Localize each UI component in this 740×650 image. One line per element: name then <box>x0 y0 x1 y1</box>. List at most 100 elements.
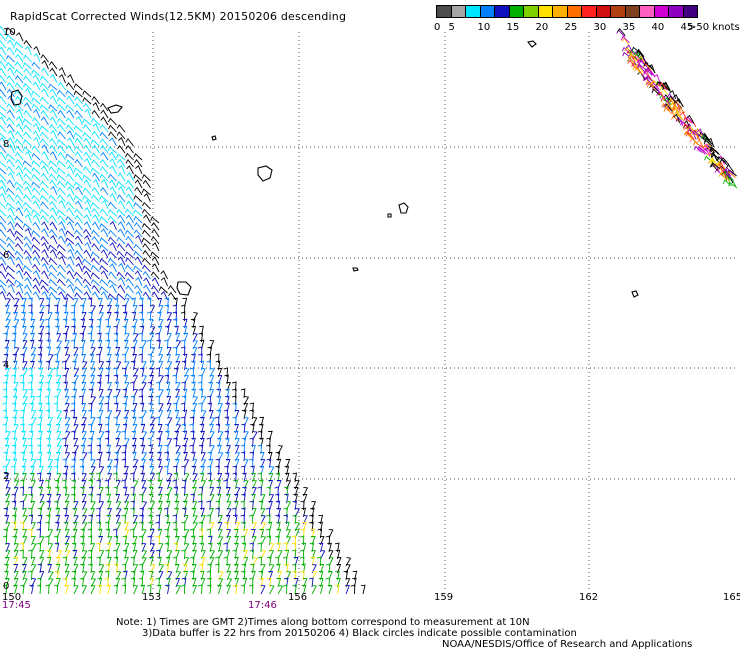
wind-barb <box>40 256 49 266</box>
wind-barb <box>209 416 216 427</box>
wind-barb <box>22 493 28 504</box>
wind-barb <box>157 479 163 490</box>
wind-barb <box>132 465 138 476</box>
wind-barb <box>65 124 75 133</box>
wind-barb <box>142 257 151 266</box>
wind-barb <box>173 297 178 308</box>
wind-barb <box>0 290 7 301</box>
wind-barb <box>336 564 342 574</box>
wind-barb <box>651 88 661 96</box>
wind-barb <box>64 395 70 406</box>
wind-barb <box>113 465 118 476</box>
wind-barb <box>46 437 51 448</box>
wind-barb <box>133 250 143 259</box>
wind-barb <box>116 444 122 455</box>
wind-barb <box>91 207 100 217</box>
wind-barb <box>14 318 20 329</box>
wind-barb <box>63 521 69 532</box>
wind-barb <box>243 402 249 413</box>
wind-barb <box>21 430 26 441</box>
wind-barb <box>15 158 24 168</box>
wind-barb <box>5 493 11 504</box>
wind-barb <box>251 444 256 455</box>
wind-barb <box>31 97 41 105</box>
wind-barb <box>215 423 221 434</box>
wind-barb <box>97 318 102 329</box>
wind-barb <box>106 451 111 462</box>
wind-barb <box>116 507 122 518</box>
wind-barb <box>158 402 164 413</box>
wind-barb <box>0 270 7 280</box>
wind-barb <box>181 395 187 406</box>
wind-barb <box>334 542 340 553</box>
wind-barb <box>105 549 110 560</box>
wind-barb <box>54 311 60 322</box>
wind-barb <box>260 507 266 518</box>
wind-barb <box>656 81 665 90</box>
wind-barb <box>105 528 111 539</box>
wind-barb <box>175 451 181 462</box>
wind-barb <box>38 332 43 343</box>
wind-barb <box>107 381 112 392</box>
wind-barb <box>258 423 264 434</box>
wind-barb <box>636 64 646 73</box>
wind-barb <box>105 339 111 350</box>
wind-barb <box>107 293 117 301</box>
wind-barb <box>14 250 24 259</box>
wind-barb <box>243 528 249 539</box>
x-tick-153: 153 <box>142 592 162 603</box>
wind-barb <box>15 242 24 252</box>
wind-barb <box>259 528 265 539</box>
wind-barb <box>98 451 103 462</box>
wind-barb <box>6 292 15 301</box>
wind-barb <box>62 458 67 469</box>
wind-barb <box>276 507 282 518</box>
wind-barb <box>65 237 75 245</box>
wind-barb <box>5 297 11 308</box>
wind-barb <box>40 96 49 105</box>
wind-barb <box>66 145 75 154</box>
wind-barb <box>107 535 113 546</box>
wind-barb <box>155 521 160 532</box>
wind-barb <box>80 535 85 546</box>
wind-barb <box>172 311 178 322</box>
wind-barb <box>75 200 83 210</box>
wind-barb <box>99 549 105 560</box>
wind-barb <box>57 151 66 161</box>
wind-barb <box>182 318 188 329</box>
wind-barb <box>48 229 58 238</box>
wind-barb <box>2 465 7 476</box>
wind-barb <box>90 500 96 511</box>
wind-barb <box>73 346 79 357</box>
wind-barb <box>74 235 83 245</box>
wind-barb <box>206 465 212 476</box>
wind-barb <box>20 381 25 392</box>
wind-barb <box>73 374 79 385</box>
legend-label: 25 <box>564 22 578 33</box>
wind-barb <box>138 563 144 574</box>
wind-barb <box>58 73 66 84</box>
wind-barb <box>0 243 7 252</box>
wind-barb <box>83 137 92 147</box>
wind-barb <box>149 388 154 399</box>
wind-barb <box>31 173 41 182</box>
wind-barb <box>75 263 83 273</box>
wind-barb <box>92 291 100 301</box>
wind-barb <box>131 542 137 553</box>
wind-barb <box>63 297 69 308</box>
wind-barb <box>12 353 18 364</box>
wind-barb <box>41 228 49 238</box>
wind-barb <box>38 381 44 392</box>
wind-barb <box>15 263 24 273</box>
wind-barb <box>46 444 52 455</box>
wind-barb <box>157 297 163 308</box>
wind-barb <box>133 229 143 238</box>
wind-barb <box>691 129 700 139</box>
wind-barb <box>218 549 224 560</box>
wind-barb <box>231 381 237 392</box>
wind-barb <box>282 584 288 595</box>
wind-barb <box>0 137 7 147</box>
wind-barb <box>158 445 163 455</box>
wind-barb <box>663 107 673 115</box>
wind-barb <box>697 128 705 138</box>
